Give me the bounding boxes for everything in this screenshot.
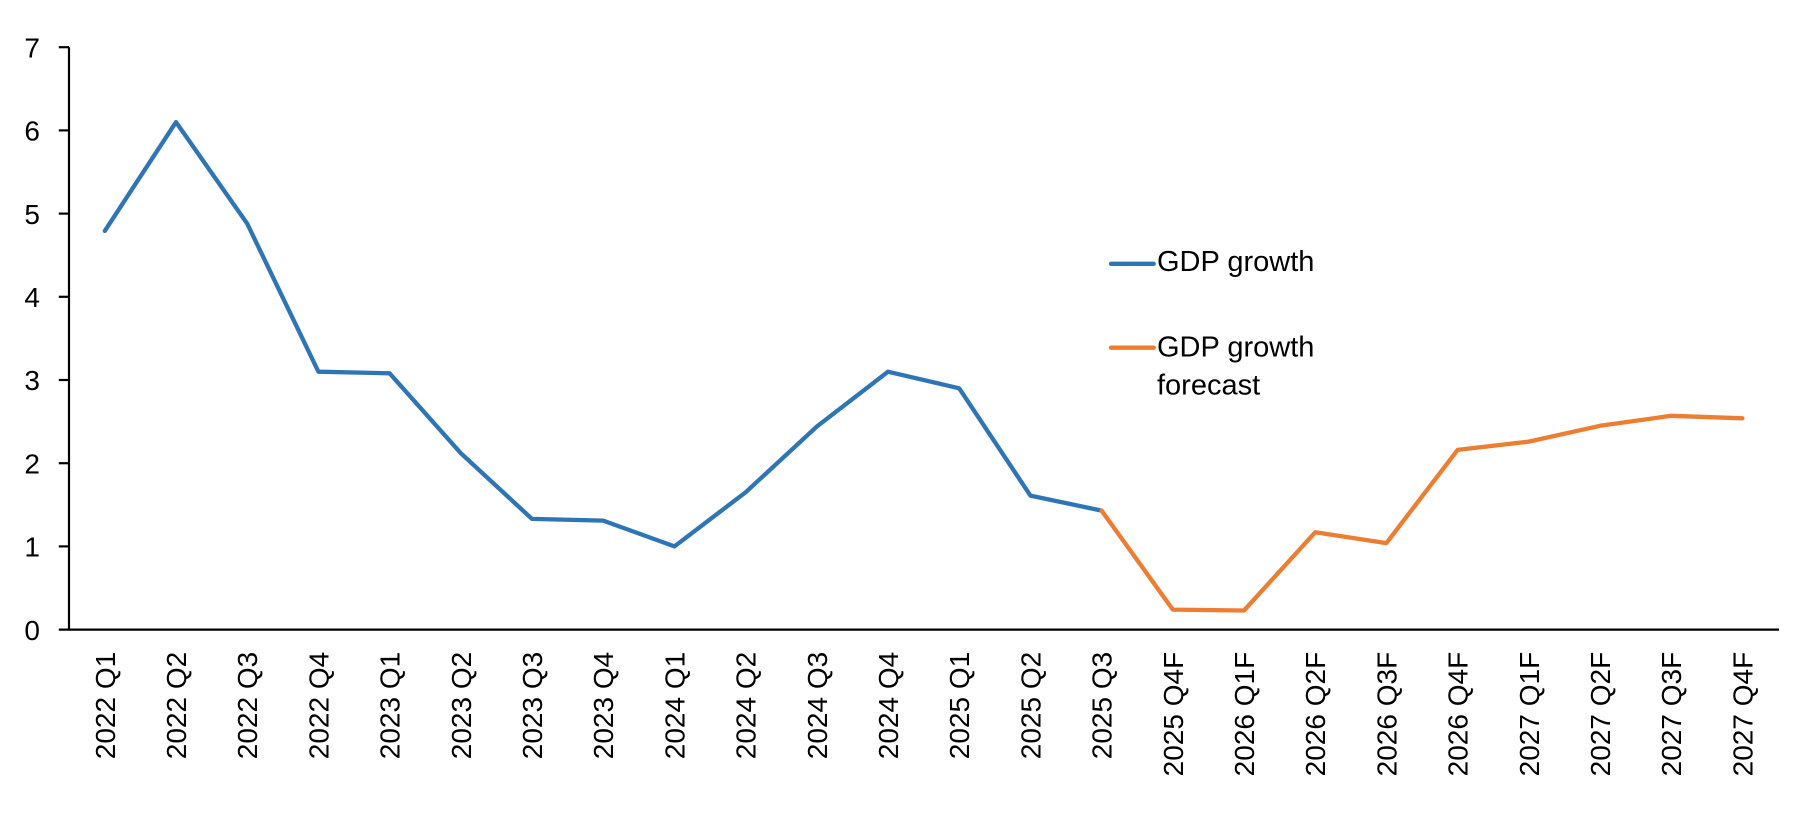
svg-text:2025 Q3: 2025 Q3 <box>1087 652 1118 759</box>
svg-text:2023 Q4: 2023 Q4 <box>588 652 619 759</box>
svg-text:2025 Q4F: 2025 Q4F <box>1158 652 1189 777</box>
svg-text:5: 5 <box>24 199 40 230</box>
svg-text:2027 Q2F: 2027 Q2F <box>1585 652 1616 777</box>
svg-text:2022 Q3: 2022 Q3 <box>232 652 263 759</box>
svg-text:2025 Q2: 2025 Q2 <box>1015 652 1046 759</box>
svg-text:2024 Q4: 2024 Q4 <box>873 652 904 759</box>
svg-text:2: 2 <box>24 448 40 479</box>
svg-text:GDP growth: GDP growth <box>1157 246 1314 278</box>
svg-text:2025 Q1: 2025 Q1 <box>944 652 975 759</box>
svg-text:2024 Q3: 2024 Q3 <box>802 652 833 759</box>
svg-text:GDP growth: GDP growth <box>1157 331 1314 363</box>
svg-text:2027 Q4F: 2027 Q4F <box>1727 652 1758 777</box>
svg-text:4: 4 <box>24 282 40 313</box>
svg-text:2023 Q1: 2023 Q1 <box>375 652 406 759</box>
svg-text:2023 Q2: 2023 Q2 <box>446 652 477 759</box>
svg-text:2024 Q2: 2024 Q2 <box>731 652 762 759</box>
svg-text:2022 Q1: 2022 Q1 <box>90 652 121 759</box>
svg-text:forecast: forecast <box>1157 370 1260 402</box>
svg-text:2027 Q3F: 2027 Q3F <box>1656 652 1687 777</box>
svg-text:2022 Q4: 2022 Q4 <box>303 652 334 759</box>
svg-text:0: 0 <box>24 615 40 646</box>
svg-text:2027 Q1F: 2027 Q1F <box>1514 652 1545 777</box>
svg-text:6: 6 <box>24 116 40 147</box>
svg-text:2026 Q3F: 2026 Q3F <box>1371 652 1402 777</box>
svg-text:2023 Q3: 2023 Q3 <box>517 652 548 759</box>
svg-text:7: 7 <box>24 32 40 63</box>
svg-text:2026 Q2F: 2026 Q2F <box>1300 652 1331 777</box>
svg-text:3: 3 <box>24 365 40 396</box>
svg-text:1: 1 <box>24 532 40 563</box>
svg-text:2024 Q1: 2024 Q1 <box>659 652 690 759</box>
svg-text:2026 Q1F: 2026 Q1F <box>1229 652 1260 777</box>
svg-text:2022 Q2: 2022 Q2 <box>161 652 192 759</box>
svg-text:2026 Q4F: 2026 Q4F <box>1443 652 1474 777</box>
